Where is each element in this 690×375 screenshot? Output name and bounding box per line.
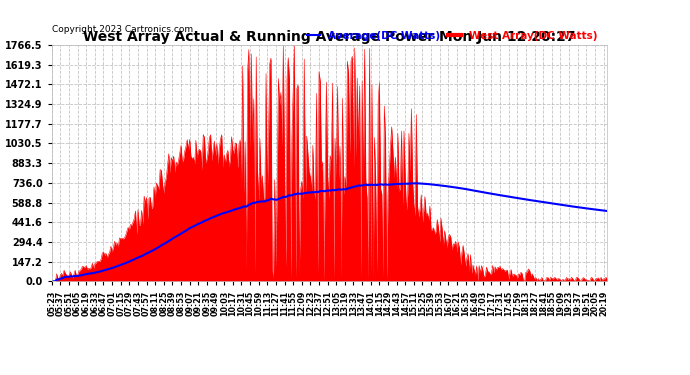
Title: West Array Actual & Running Average Power Mon Jun 12 20:27: West Array Actual & Running Average Powe… bbox=[83, 30, 575, 44]
Legend: Average(DC Watts), West Array(DC Watts): Average(DC Watts), West Array(DC Watts) bbox=[303, 27, 602, 45]
Text: Copyright 2023 Cartronics.com: Copyright 2023 Cartronics.com bbox=[52, 26, 193, 34]
